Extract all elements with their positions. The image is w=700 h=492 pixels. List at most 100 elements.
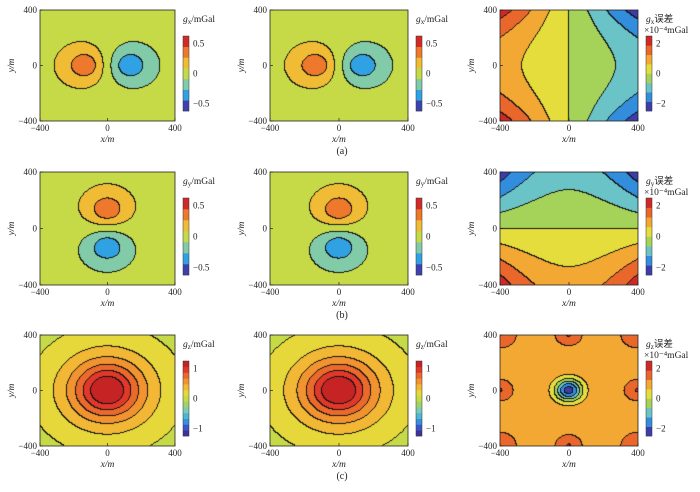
- row-caption: (b): [336, 310, 348, 321]
- colorbar-tick-label: 0: [426, 232, 431, 242]
- x-tick-label: −400: [31, 287, 50, 297]
- colorbar-swatch: [646, 73, 652, 84]
- colorbar-swatch: [183, 361, 189, 368]
- field-image: [40, 172, 175, 285]
- y-tick-label: 0: [493, 224, 498, 234]
- colorbar-swatch: [416, 389, 422, 396]
- colorbar-swatch: [646, 265, 652, 276]
- colorbar-tick-label: 0: [193, 394, 198, 404]
- colorbar-swatch: [646, 45, 652, 56]
- colorbar-swatch: [416, 220, 422, 232]
- x-tick-label: −400: [491, 287, 510, 297]
- colorbar-swatch: [183, 430, 189, 437]
- y-tick-label: −400: [478, 280, 497, 290]
- x-tick-label: −400: [31, 123, 50, 133]
- colorbar-swatch: [646, 389, 652, 399]
- plot-panel-2-2: −400−400 0 0 400 400 x/m y/m 0.5 0 −0.5 gy/mGal: [237, 167, 448, 309]
- colorbar-tick-label: −2: [656, 99, 666, 109]
- x-tick-label: 400: [631, 123, 645, 133]
- x-axis-label: x/m: [561, 460, 576, 470]
- colorbar-swatch: [646, 417, 652, 427]
- colorbar-swatch: [416, 372, 422, 379]
- colorbar-swatch: [416, 430, 422, 437]
- colorbar-tick-label: −2: [656, 424, 666, 434]
- y-axis-label: y/m: [7, 59, 17, 74]
- colorbar-unit: ×10⁻⁴mGal: [644, 188, 689, 198]
- x-axis-label: x/m: [100, 135, 115, 145]
- colorbar-tick-label: 0: [426, 69, 431, 79]
- colorbar-tick-label: −0.5: [193, 99, 210, 109]
- colorbar-swatch: [416, 89, 422, 101]
- colorbar-swatch: [416, 424, 422, 431]
- y-tick-label: −400: [478, 116, 497, 126]
- x-tick-label: −400: [31, 448, 50, 458]
- y-tick-label: 400: [254, 5, 268, 15]
- plot-panel-2-1: −400−400 0 0 400 400 x/m y/m 0.5 0 −0.5 gy/mGal: [7, 167, 215, 309]
- colorbar-swatch: [646, 398, 652, 409]
- colorbar-swatch: [183, 384, 189, 391]
- colorbar-unit: ×10⁻⁴mGal: [644, 351, 689, 361]
- y-axis-label: y/m: [467, 59, 477, 74]
- x-tick-label: −400: [491, 448, 510, 458]
- x-axis-label: x/m: [561, 135, 576, 145]
- colorbar-tick-label: 1: [193, 364, 198, 374]
- field-image: [40, 335, 175, 446]
- colorbar-tick-label: 2: [656, 201, 661, 211]
- x-tick-label: 400: [631, 287, 645, 297]
- field-image: [500, 10, 638, 121]
- colorbar-unit: ×10⁻⁴mGal: [644, 26, 689, 36]
- y-tick-label: 400: [484, 330, 498, 340]
- colorbar-swatch: [416, 198, 422, 210]
- x-tick-label: 400: [168, 123, 182, 133]
- plot-panel-2-3: −400−400 0 0 400 400 x/m y/m 2 0 −2 gy误差×10⁻⁴mGal: [467, 167, 689, 309]
- colorbar-swatch: [183, 253, 189, 265]
- colorbar-frame: [645, 360, 653, 437]
- colorbar-swatch: [416, 209, 422, 221]
- colorbar-swatch: [646, 246, 652, 257]
- y-tick-label: 400: [254, 167, 268, 177]
- colorbar-swatch: [646, 426, 652, 437]
- colorbar-swatch: [646, 64, 652, 74]
- colorbar-swatch: [183, 418, 189, 425]
- colorbar: 0.5 0 −0.5 gy/mGal: [415, 177, 448, 276]
- colorbar-swatch: [416, 100, 422, 112]
- colorbar-swatch: [646, 379, 652, 390]
- colorbar-title: gx误差: [646, 13, 673, 26]
- colorbar-title: gx/mGal: [183, 15, 215, 26]
- colorbar-swatch: [183, 366, 189, 373]
- y-axis-label: y/m: [237, 384, 247, 399]
- colorbar-swatch: [416, 231, 422, 243]
- colorbar-swatch: [416, 395, 422, 402]
- x-tick-label: −400: [261, 287, 280, 297]
- y-tick-label: 400: [24, 330, 38, 340]
- colorbar-swatch: [646, 101, 652, 112]
- y-axis-label: y/m: [467, 384, 477, 399]
- colorbar-swatch: [183, 395, 189, 402]
- colorbar-frame: [645, 35, 653, 112]
- colorbar-title: gy/mGal: [183, 177, 215, 188]
- colorbar-frame: [645, 197, 653, 276]
- y-tick-label: 0: [493, 386, 498, 396]
- colorbar-swatch: [416, 407, 422, 414]
- row-caption: (c): [336, 471, 347, 482]
- colorbar-tick-label: 0: [193, 232, 198, 242]
- y-tick-label: −400: [18, 441, 37, 451]
- y-tick-label: 0: [263, 386, 268, 396]
- x-tick-label: −400: [261, 123, 280, 133]
- colorbar: 0.5 0 −0.5 gx/mGal: [415, 15, 448, 112]
- colorbar: 2 0 −2 gx误差×10⁻⁴mGal: [644, 13, 689, 112]
- colorbar-swatch: [416, 378, 422, 385]
- colorbar-tick-label: −0.5: [426, 262, 443, 272]
- colorbar-tick-label: 2: [656, 364, 661, 374]
- field-image: [500, 172, 638, 285]
- field-image: [40, 10, 175, 121]
- x-axis-label: x/m: [331, 460, 346, 470]
- colorbar-tick-label: 2: [656, 39, 661, 49]
- y-tick-label: −400: [248, 441, 267, 451]
- colorbar-frame: [182, 360, 190, 437]
- colorbar-tick-label: 0: [656, 69, 661, 79]
- colorbar-swatch: [646, 236, 652, 247]
- colorbar-tick-label: 0.5: [193, 201, 205, 211]
- x-tick-label: 400: [401, 287, 415, 297]
